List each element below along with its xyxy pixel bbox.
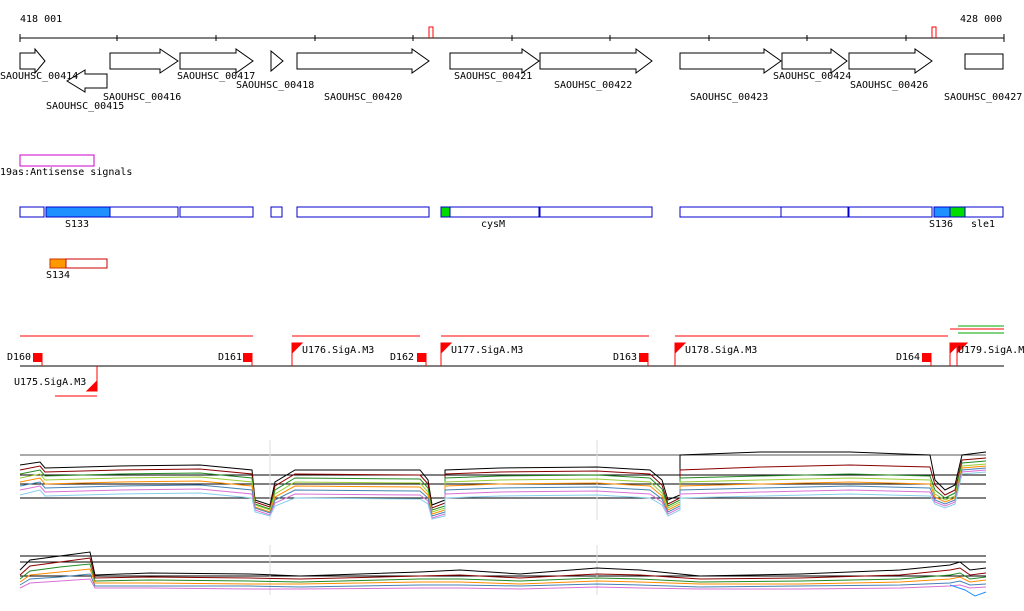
- expression-panel-1: [19, 440, 987, 520]
- antisense-label: 19as:Antisense signals: [0, 167, 133, 178]
- gene-label-00416[interactable]: SAOUHSC_00416: [103, 92, 182, 103]
- transcript-label-d160[interactable]: D160: [7, 352, 32, 363]
- transcript-label-d161[interactable]: D161: [218, 352, 243, 363]
- gene-label-00421[interactable]: SAOUHSC_00421: [454, 71, 533, 82]
- transcript-label-u178[interactable]: U178.SigA.M3: [685, 345, 758, 356]
- feature-green-marker: [440, 206, 451, 218]
- feature-track-2[interactable]: [49, 258, 108, 269]
- gene-arrow-00416: [109, 48, 179, 74]
- gene-label-00422[interactable]: SAOUHSC_00422: [554, 80, 633, 91]
- gene-label-00414[interactable]: SAOUHSC_00414: [0, 71, 79, 82]
- feature-s133: [45, 206, 111, 218]
- gene-arrow-00420: [296, 48, 430, 74]
- coord-end-label: 428 000: [960, 14, 1003, 25]
- coordinate-ruler: [19, 26, 1005, 42]
- transcript-label-d163[interactable]: D163: [613, 352, 638, 363]
- gene-track[interactable]: [19, 47, 1004, 93]
- marker-right[interactable]: [931, 26, 937, 38]
- gene-label-00423[interactable]: SAOUHSC_00423: [690, 92, 769, 103]
- gene-label-00415[interactable]: SAOUHSC_00415: [46, 101, 125, 112]
- feature-label-cysm[interactable]: cysM: [481, 219, 506, 230]
- transcript-track[interactable]: [20, 325, 1004, 397]
- gene-label-00417[interactable]: SAOUHSC_00417: [177, 71, 256, 82]
- gene-arrow-00423: [679, 48, 782, 74]
- transcript-label-u179[interactable]: U179.SigA.M1: [958, 345, 1024, 356]
- gene-arrow-00421: [449, 48, 540, 74]
- gene-label-00427[interactable]: SAOUHSC_00427: [944, 92, 1023, 103]
- gene-arrow-00422: [539, 48, 653, 74]
- gene-label-00420[interactable]: SAOUHSC_00420: [324, 92, 403, 103]
- feature-label-s136[interactable]: S136: [929, 219, 954, 230]
- gene-box-00427: [964, 53, 1004, 70]
- antisense-box[interactable]: [19, 154, 95, 167]
- transcript-label-d162[interactable]: D162: [390, 352, 415, 363]
- marker-left[interactable]: [428, 26, 434, 38]
- feature-label-sle1[interactable]: sle1: [971, 219, 996, 230]
- feature-track[interactable]: [19, 206, 1004, 218]
- gene-arrow-00424: [781, 48, 848, 74]
- feature-label-s133[interactable]: S133: [65, 219, 90, 230]
- feature-s136: [933, 206, 951, 218]
- gene-arrow-00415: [66, 69, 108, 93]
- expression-panel-2: [19, 545, 987, 597]
- feature-cysm: [449, 206, 540, 218]
- gene-arrow-00414: [19, 47, 46, 75]
- transcript-label-u175[interactable]: U175.SigA.M3: [14, 377, 87, 388]
- feature-label-s134[interactable]: S134: [46, 270, 71, 281]
- feature-s134: [49, 258, 67, 269]
- gene-label-00426[interactable]: SAOUHSC_00426: [850, 80, 929, 91]
- gene-arrow-00417: [179, 48, 254, 74]
- gene-label-00424[interactable]: SAOUHSC_00424: [773, 71, 852, 82]
- transcript-label-u176[interactable]: U176.SigA.M3: [302, 345, 375, 356]
- transcript-label-u177[interactable]: U177.SigA.M3: [451, 345, 524, 356]
- transcript-label-d164[interactable]: D164: [896, 352, 921, 363]
- gene-arrow-00426: [848, 48, 933, 74]
- coord-start-label: 418 001: [20, 14, 63, 25]
- gene-arrow-00418: [270, 49, 284, 73]
- gene-label-00418[interactable]: SAOUHSC_00418: [236, 80, 315, 91]
- feature-sle1: [964, 206, 1004, 218]
